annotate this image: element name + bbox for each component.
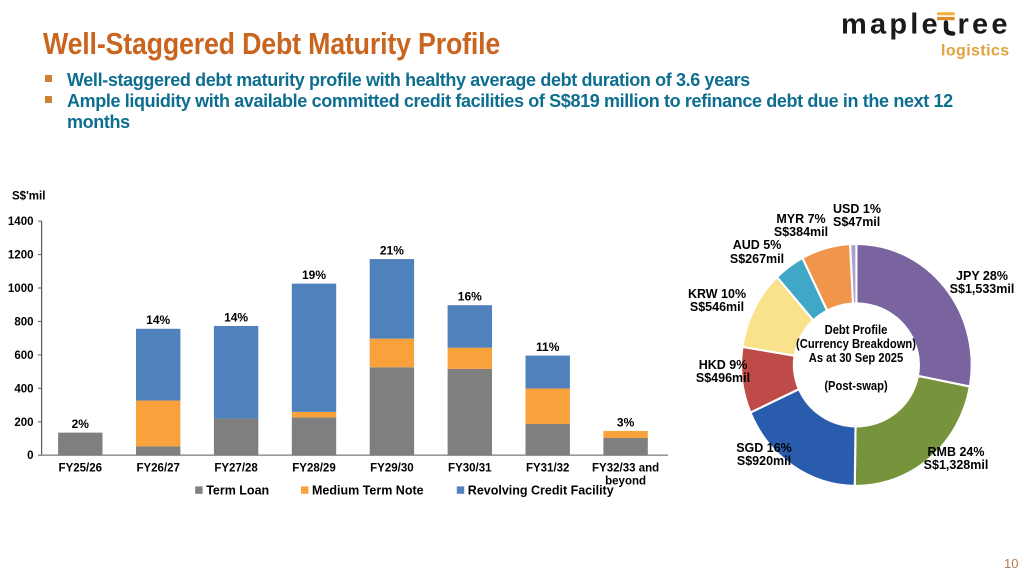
svg-text:FY30/31: FY30/31 bbox=[448, 463, 492, 475]
svg-text:FY28/29: FY28/29 bbox=[292, 463, 335, 475]
svg-text:3%: 3% bbox=[617, 415, 635, 429]
svg-text:FY26/27: FY26/27 bbox=[136, 463, 179, 475]
svg-text:beyond: beyond bbox=[605, 476, 646, 488]
svg-text:14%: 14% bbox=[146, 313, 170, 327]
svg-text:FY27/28: FY27/28 bbox=[214, 463, 258, 475]
svg-text:16%: 16% bbox=[458, 290, 482, 304]
svg-text:21%: 21% bbox=[380, 244, 404, 258]
svg-text:logistics: logistics bbox=[941, 43, 1010, 60]
svg-text:FY25/26: FY25/26 bbox=[59, 463, 102, 475]
svg-text:19%: 19% bbox=[302, 268, 326, 282]
svg-text:400: 400 bbox=[14, 383, 33, 395]
svg-text:S$'mil: S$'mil bbox=[12, 191, 45, 203]
svg-text:1200: 1200 bbox=[8, 250, 34, 262]
svg-text:FY31/32: FY31/32 bbox=[526, 463, 569, 475]
svg-text:200: 200 bbox=[14, 417, 33, 429]
svg-text:FY32/33 and: FY32/33 and bbox=[592, 463, 659, 475]
svg-text:2%: 2% bbox=[72, 417, 90, 431]
svg-text:600: 600 bbox=[14, 350, 33, 362]
svg-text:Revolving Credit Facility: Revolving Credit Facility bbox=[468, 484, 614, 498]
svg-text:Term Loan: Term Loan bbox=[206, 484, 269, 498]
svg-text:maple: maple bbox=[841, 9, 941, 41]
svg-text:ree: ree bbox=[958, 9, 1011, 41]
svg-text:0: 0 bbox=[27, 450, 33, 462]
svg-text:FY29/30: FY29/30 bbox=[370, 463, 413, 475]
svg-text:1000: 1000 bbox=[8, 283, 34, 295]
svg-text:14%: 14% bbox=[224, 310, 248, 324]
svg-text:11%: 11% bbox=[536, 340, 560, 354]
svg-text:1400: 1400 bbox=[8, 216, 34, 228]
svg-text:800: 800 bbox=[14, 316, 33, 328]
svg-text:Medium Term Note: Medium Term Note bbox=[312, 484, 424, 498]
